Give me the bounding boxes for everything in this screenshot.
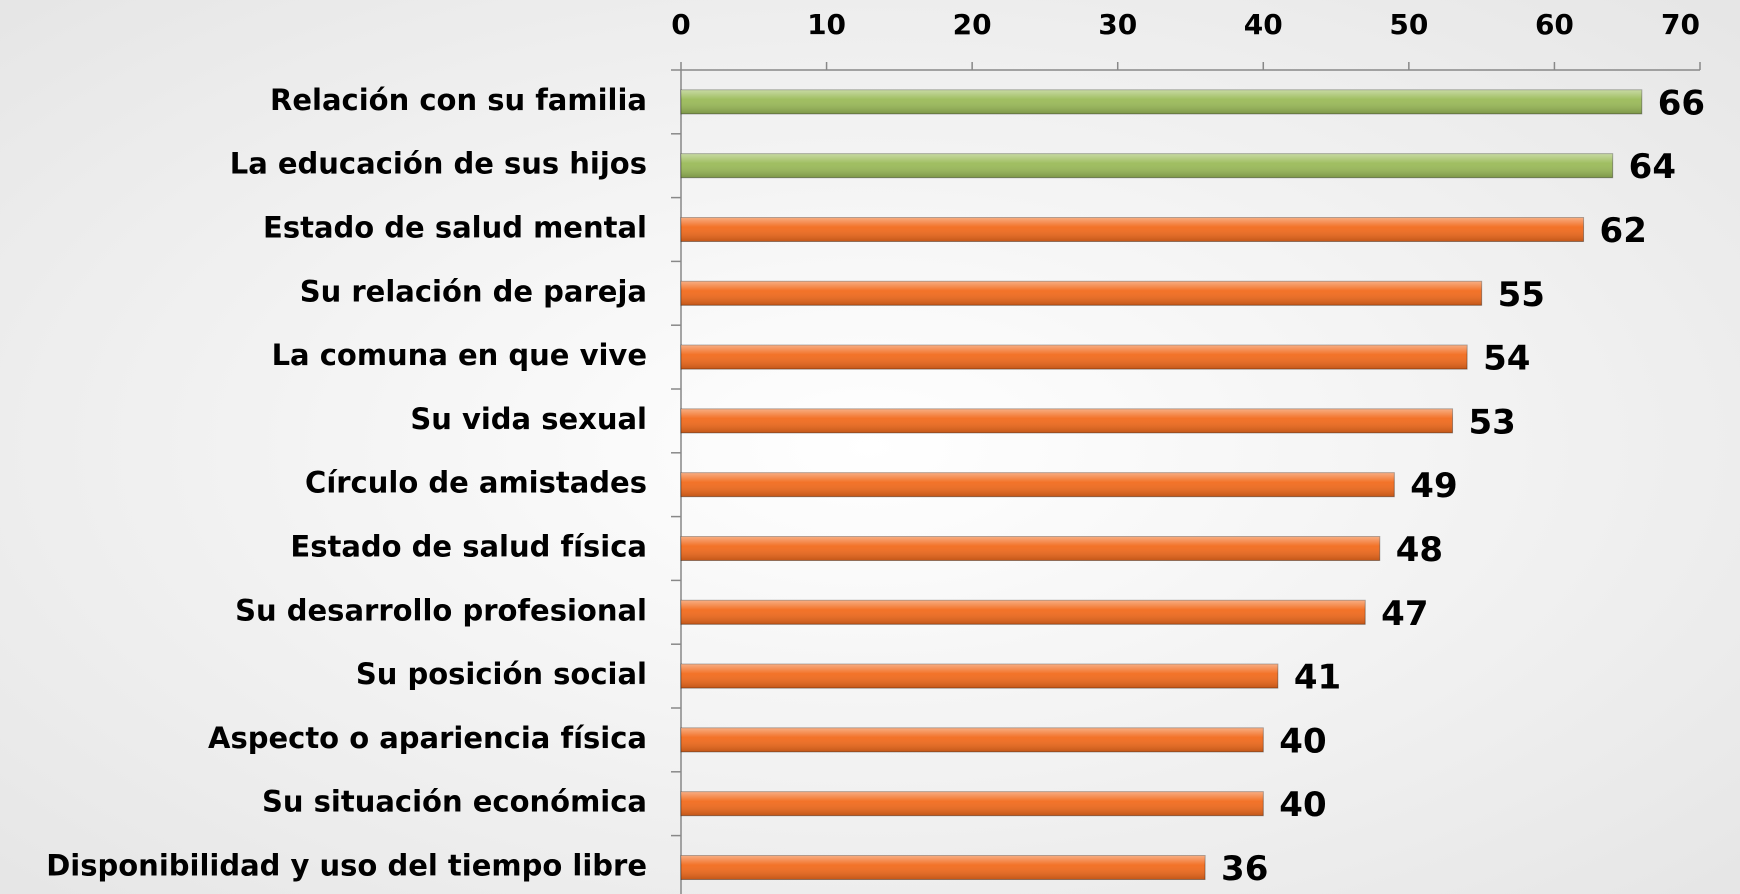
bar-shine — [681, 281, 1482, 306]
value-label: 66 — [1658, 83, 1705, 123]
y-tick-label: La comuna en que vive — [272, 338, 647, 372]
bar-shine — [681, 217, 1584, 242]
y-tick-label: Estado de salud mental — [263, 211, 647, 245]
bar-shine — [681, 472, 1395, 497]
value-label: 55 — [1498, 275, 1545, 315]
bar-shine — [681, 536, 1380, 561]
x-tick-label: 20 — [953, 8, 992, 41]
value-label: 54 — [1483, 339, 1530, 379]
value-label: 48 — [1396, 530, 1443, 570]
y-tick-label: Su posición social — [356, 657, 647, 691]
y-tick-label: Su relación de pareja — [300, 274, 647, 308]
value-label: 64 — [1629, 147, 1676, 187]
value-label: 40 — [1279, 721, 1326, 761]
value-label: 62 — [1600, 211, 1647, 251]
bar-shine — [681, 600, 1366, 625]
bar-shine — [681, 408, 1453, 433]
y-tick-label: Aspecto o apariencia física — [208, 721, 647, 755]
bar-shine — [681, 345, 1468, 370]
bar-shine — [681, 855, 1206, 880]
bar-shine — [681, 727, 1264, 752]
y-tick-label: Relación con su familia — [270, 83, 647, 117]
y-tick-label: Círculo de amistades — [305, 466, 647, 500]
x-tick-label: 0 — [671, 8, 690, 41]
y-tick-label: Disponibilidad y uso del tiempo libre — [46, 849, 647, 883]
value-label: 53 — [1469, 402, 1516, 442]
x-tick-label: 60 — [1535, 8, 1574, 41]
y-tick-label: Su vida sexual — [410, 402, 647, 436]
value-label: 41 — [1294, 658, 1341, 698]
value-label: 36 — [1221, 849, 1268, 889]
x-tick-label: 30 — [1098, 8, 1137, 41]
bar-shine — [681, 89, 1642, 114]
value-label: 47 — [1381, 594, 1428, 634]
x-tick-label: 50 — [1389, 8, 1428, 41]
y-tick-label: Su desarrollo profesional — [235, 593, 647, 627]
bar-shine — [681, 153, 1613, 178]
x-tick-label: 10 — [807, 8, 846, 41]
bar-shine — [681, 664, 1278, 689]
x-tick-label: 40 — [1244, 8, 1283, 41]
value-label: 40 — [1279, 785, 1326, 825]
x-tick-label: 70 — [1661, 8, 1700, 41]
bar-shine — [681, 791, 1264, 816]
y-tick-label: Su situación económica — [262, 785, 647, 819]
value-label: 49 — [1410, 466, 1457, 506]
y-tick-label: La educación de sus hijos — [230, 147, 647, 181]
y-tick-label: Estado de salud física — [290, 530, 647, 564]
